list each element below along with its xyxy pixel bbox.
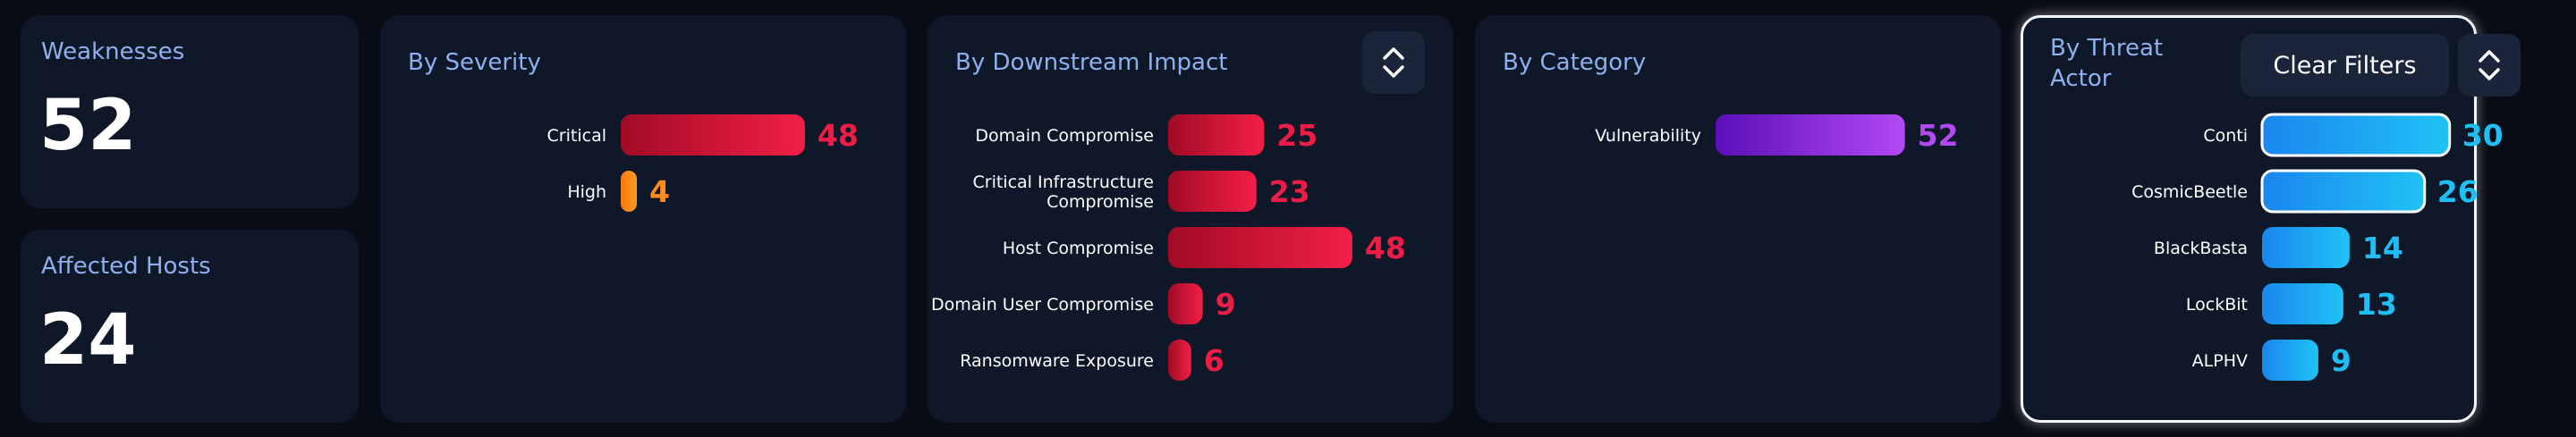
weaknesses-label: Weaknesses xyxy=(41,38,185,65)
severity-panel: By Severity xyxy=(380,15,906,423)
by-category-bar-vulnerability[interactable] xyxy=(1716,114,1905,155)
by-threat-actor-label-cosmicbeetle: CosmicBeetle xyxy=(2131,182,2248,202)
by-threat-actor-label-conti: Conti xyxy=(2203,126,2248,146)
by-threat-actor-value-alphv: 9 xyxy=(2331,343,2351,378)
by-category-label-vulnerability: Vulnerability xyxy=(1595,126,1701,146)
threat-actor-panel: By Threat Actor Clear Filters xyxy=(2021,15,2521,423)
by-threat-actor-label-alphv: ALPHV xyxy=(2192,351,2248,371)
weaknesses-value: 52 xyxy=(39,86,137,166)
by-downstream-impact-value-ransomware-exposure: 6 xyxy=(1204,343,1224,378)
affected-hosts-stat-card: Affected Hosts 24 xyxy=(21,230,359,423)
by-downstream-impact-bar-ransomware-exposure[interactable] xyxy=(1168,340,1191,381)
threat-actor-sort-button[interactable] xyxy=(2458,34,2521,97)
by-threat-actor-label-blackbasta: BlackBasta xyxy=(2154,239,2248,258)
impact-panel-title: By Downstream Impact xyxy=(955,49,1228,76)
by-severity-bar-critical[interactable] xyxy=(621,114,805,155)
by-downstream-impact-label-host-compromise: Host Compromise xyxy=(1003,239,1154,258)
by-downstream-impact-value-domain-user-compromise: 9 xyxy=(1216,287,1236,322)
by-category-value-vulnerability: 52 xyxy=(1918,118,1959,153)
by-downstream-impact-bar-host-compromise[interactable] xyxy=(1168,227,1352,268)
by-severity-bar-high[interactable] xyxy=(621,171,637,212)
by-severity-label-high: High xyxy=(567,182,606,202)
by-threat-actor-bar-conti[interactable] xyxy=(2260,113,2452,157)
by-downstream-impact-bar-domain-user-compromise[interactable] xyxy=(1168,283,1203,324)
by-downstream-impact-label-domain-compromise: Domain Compromise xyxy=(975,126,1154,146)
by-threat-actor-bar-cosmicbeetle[interactable] xyxy=(2260,169,2427,214)
threat-actor-panel-title: By Threat Actor xyxy=(2050,33,2163,94)
by-severity-label-critical: Critical xyxy=(547,126,606,146)
category-panel-title: By Category xyxy=(1503,49,1647,76)
by-threat-actor-value-lockbit: 13 xyxy=(2356,287,2397,322)
chevron-up-down-icon xyxy=(2479,50,2500,80)
impact-sort-button[interactable] xyxy=(1362,31,1425,94)
clear-filters-button[interactable]: Clear Filters xyxy=(2241,34,2449,97)
by-downstream-impact-value-host-compromise: 48 xyxy=(1365,231,1406,265)
by-threat-actor-bar-blackbasta[interactable] xyxy=(2262,227,2350,268)
by-threat-actor-value-blackbasta: 14 xyxy=(2362,231,2403,265)
threat-actor-title-line1: By Threat xyxy=(2050,35,2164,62)
impact-panel: By Downstream Impact xyxy=(928,15,1453,423)
by-downstream-impact-label-critical-infrastructure-compromise: Critical Infrastructure Compromise xyxy=(972,172,1154,212)
by-severity-value-critical: 48 xyxy=(818,118,859,153)
by-downstream-impact-bar-domain-compromise[interactable] xyxy=(1168,114,1265,155)
by-threat-actor-value-conti: 30 xyxy=(2462,118,2504,153)
by-downstream-impact-label-domain-user-compromise: Domain User Compromise xyxy=(931,295,1154,315)
chevron-up-down-icon xyxy=(1383,47,1404,78)
by-downstream-impact-label-ransomware-exposure: Ransomware Exposure xyxy=(960,351,1154,371)
affected-hosts-value: 24 xyxy=(39,300,137,381)
weaknesses-stat-card: Weaknesses 52 xyxy=(21,15,359,208)
by-severity-value-high: 4 xyxy=(649,174,670,209)
by-downstream-impact-value-critical-infrastructure-compromise: 23 xyxy=(1269,174,1310,209)
severity-panel-title: By Severity xyxy=(408,49,541,76)
by-threat-actor-label-lockbit: LockBit xyxy=(2186,295,2248,315)
by-threat-actor-bar-alphv[interactable] xyxy=(2262,340,2318,381)
by-downstream-impact-value-domain-compromise: 25 xyxy=(1276,118,1318,153)
by-downstream-impact-bar-critical-infrastructure-compromise[interactable] xyxy=(1168,171,1257,212)
affected-hosts-label: Affected Hosts xyxy=(41,253,211,280)
by-threat-actor-bar-lockbit[interactable] xyxy=(2262,283,2343,324)
category-panel: By Category xyxy=(1475,15,2001,423)
by-threat-actor-value-cosmicbeetle: 26 xyxy=(2437,174,2479,209)
threat-actor-title-line2: Actor xyxy=(2050,65,2112,92)
